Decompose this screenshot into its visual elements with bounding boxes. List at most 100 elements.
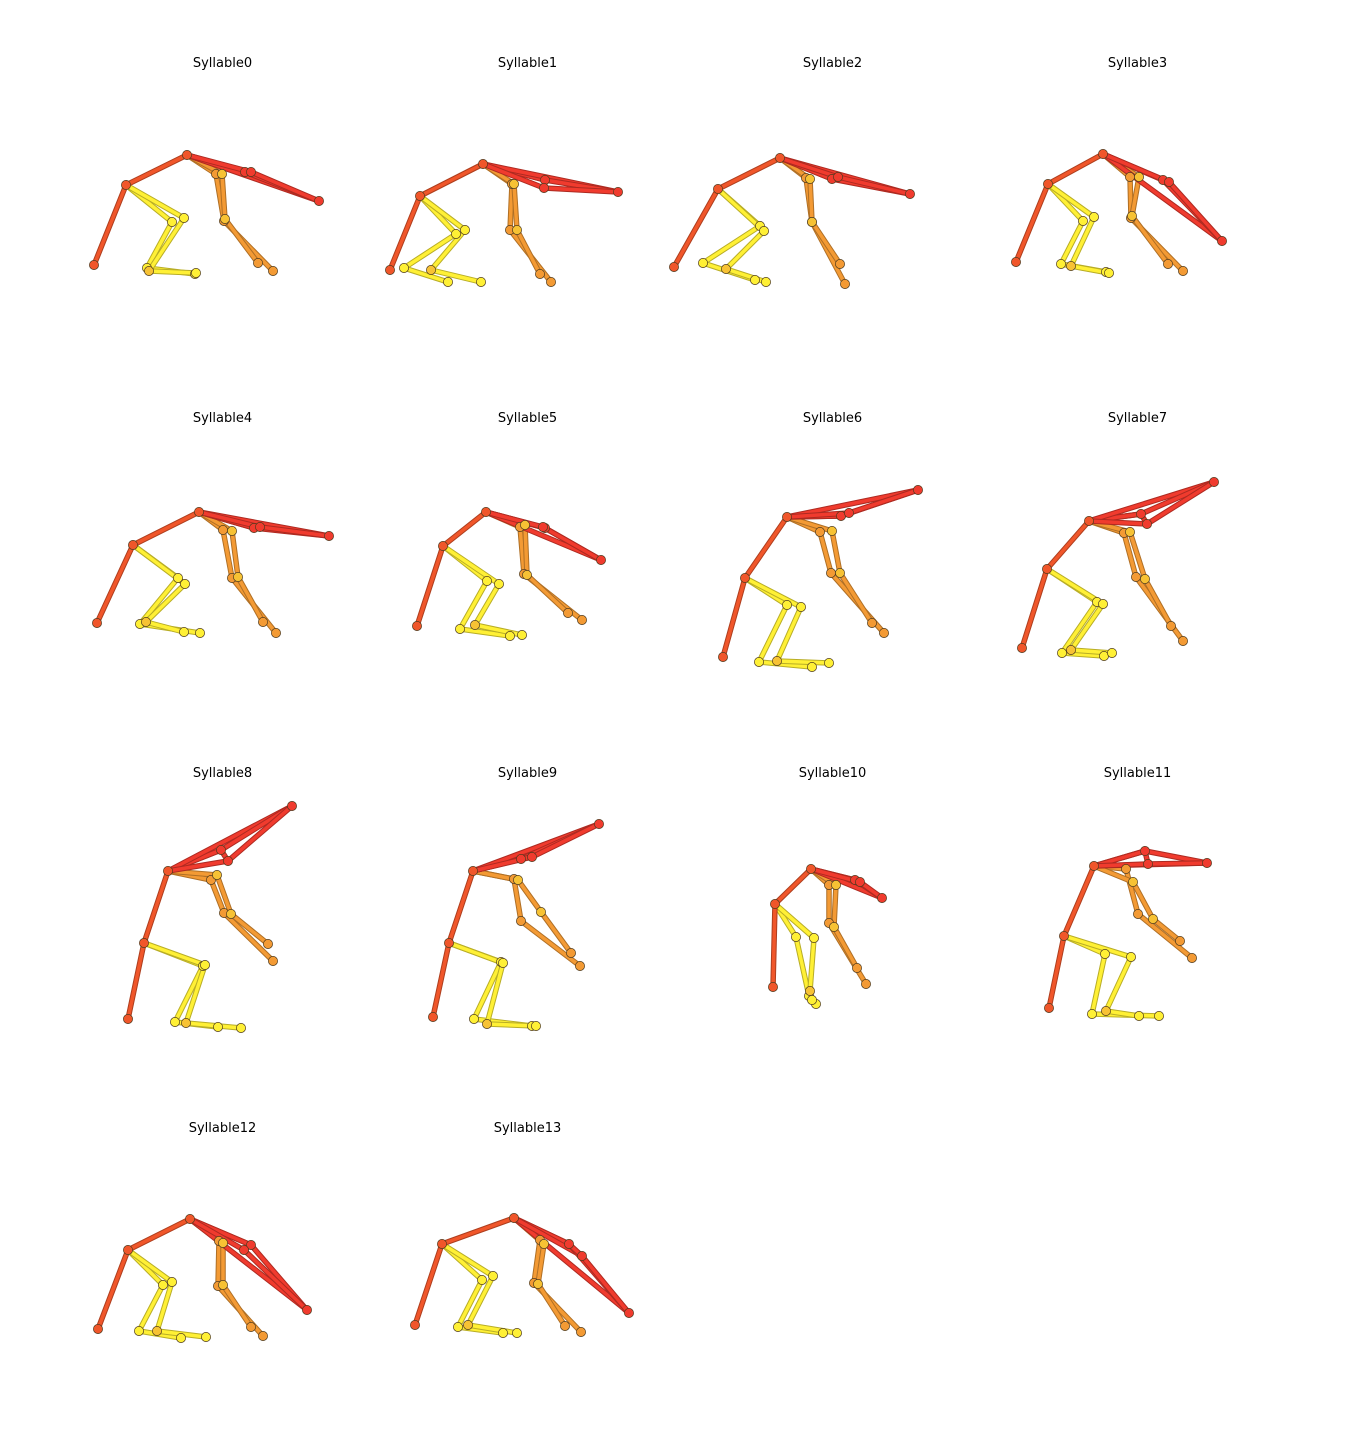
head-bone	[530, 822, 601, 859]
joint-marker	[144, 266, 154, 276]
joint-marker	[721, 264, 731, 274]
head-bone	[847, 488, 920, 515]
joint-marker	[1163, 259, 1173, 269]
joint-marker	[516, 916, 526, 926]
spine-bone	[92, 183, 128, 267]
front-legs-bone	[818, 530, 833, 575]
joint-marker	[1100, 949, 1110, 959]
hind-legs-bone	[794, 935, 811, 998]
joint-marker	[195, 628, 205, 638]
joint-marker	[796, 602, 806, 612]
joint-marker	[596, 555, 606, 565]
joint-marker	[563, 608, 573, 618]
hind-legs-bone	[775, 605, 803, 663]
joint-marker	[477, 1275, 487, 1285]
syllable-panel: Syllable13	[375, 1073, 680, 1428]
joint-marker	[469, 1014, 479, 1024]
joint-marker	[176, 1333, 186, 1343]
joint-marker	[463, 1320, 473, 1330]
joint-marker	[761, 277, 771, 287]
front-legs-bone	[1151, 917, 1182, 943]
front-legs-bone	[536, 1242, 546, 1286]
joint-marker	[791, 932, 801, 942]
joint-marker	[531, 1021, 541, 1031]
syllable-panel: Syllable4	[70, 363, 375, 718]
joint-marker	[1043, 179, 1053, 189]
head-bone	[778, 156, 840, 179]
front-legs-bone	[221, 1283, 253, 1329]
joint-marker	[560, 1321, 570, 1331]
joint-marker	[167, 217, 177, 227]
joint-marker	[577, 615, 587, 625]
joint-marker	[191, 268, 201, 278]
joint-marker	[233, 572, 243, 582]
joint-marker	[494, 579, 504, 589]
joint-marker	[861, 979, 871, 989]
front-legs-bone	[1131, 880, 1155, 921]
hind-legs-bone	[145, 220, 174, 270]
joint-marker	[516, 854, 526, 864]
joint-marker	[829, 922, 839, 932]
joint-marker	[905, 189, 915, 199]
hind-legs-bone	[757, 603, 789, 664]
hind-legs-bone	[466, 1323, 519, 1335]
syllable-panel: Syllable5	[375, 363, 680, 718]
joint-marker	[438, 541, 448, 551]
head-bone	[512, 1216, 631, 1315]
front-legs-bone	[221, 528, 234, 580]
panel-title: Syllable8	[192, 766, 253, 781]
hind-legs-bone	[144, 620, 186, 634]
front-legs-bone	[519, 919, 582, 968]
joint-marker	[536, 907, 546, 917]
joint-marker	[287, 801, 297, 811]
joint-marker	[1142, 519, 1152, 529]
joint-marker	[410, 1320, 420, 1330]
hind-legs-bone	[147, 269, 198, 275]
front-legs-bone	[808, 177, 814, 224]
hind-legs-bone	[1104, 955, 1133, 1013]
joint-marker	[437, 1239, 447, 1249]
syllable-panel: Syllable3	[985, 8, 1290, 363]
syllable-panel: Syllable10	[680, 718, 985, 1073]
joint-marker	[179, 213, 189, 223]
joint-marker	[498, 958, 508, 968]
panel-title: Syllable12	[188, 1121, 257, 1136]
joint-marker	[428, 1012, 438, 1022]
front-legs-bone	[523, 523, 529, 577]
joint-marker	[770, 899, 780, 909]
skeleton-pose	[123, 801, 297, 1033]
joint-marker	[451, 229, 461, 239]
joint-marker	[522, 570, 532, 580]
skeleton-pose	[385, 159, 623, 287]
spine-bone	[142, 869, 170, 945]
joint-marker	[1057, 648, 1067, 658]
joint-marker	[535, 269, 545, 279]
joint-marker	[782, 512, 792, 522]
hind-legs-bone	[142, 941, 207, 967]
syllable-panel: Syllable6	[680, 363, 985, 718]
head-bone	[226, 804, 294, 863]
head-bone	[1087, 519, 1149, 526]
hind-legs-bone	[402, 266, 450, 284]
joint-marker	[512, 1328, 522, 1338]
front-legs-bone	[222, 911, 275, 963]
skeleton-pose	[669, 153, 915, 289]
front-legs-bone	[1124, 867, 1140, 916]
joint-marker	[123, 1245, 133, 1255]
panel-title: Syllable11	[1103, 766, 1172, 781]
front-legs-bone	[223, 217, 260, 265]
syllable-panel: Syllable8	[70, 718, 375, 1073]
spine-bone	[441, 510, 488, 548]
joint-marker	[92, 618, 102, 628]
joint-marker	[505, 631, 515, 641]
joint-marker	[1209, 477, 1219, 487]
panel-title: Syllable4	[192, 411, 253, 426]
front-legs-bone	[512, 182, 519, 232]
spine-bone	[440, 1216, 516, 1246]
joint-marker	[809, 933, 819, 943]
front-legs-bone	[1130, 175, 1141, 218]
joint-marker	[478, 159, 488, 169]
hind-legs-bone	[808, 936, 816, 993]
syllable-panel: Syllable11	[985, 718, 1290, 1073]
joint-marker	[415, 191, 425, 201]
